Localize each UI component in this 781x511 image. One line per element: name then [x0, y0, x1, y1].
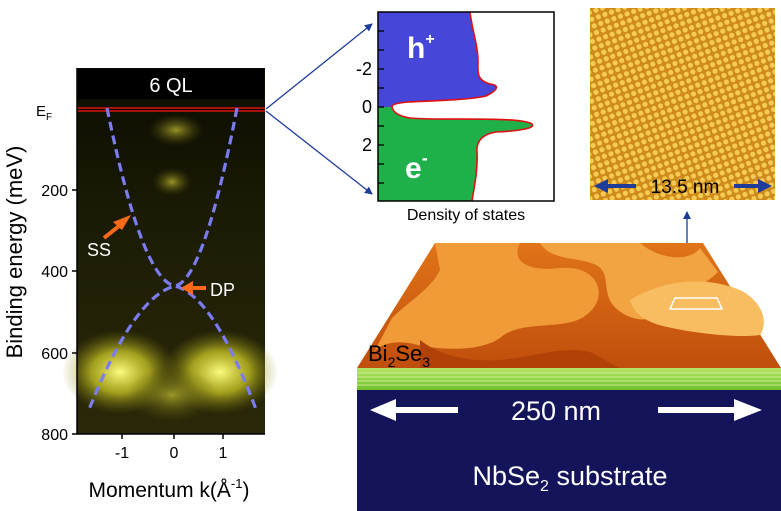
scale-arrowhead-right — [758, 179, 772, 193]
dos-panel: -2 0 2 h+ e- Density of states — [356, 11, 555, 224]
atomic-lattice — [590, 8, 775, 200]
stm-atomic-image: 13.5 nm — [590, 8, 775, 200]
terrace-upper-left — [374, 243, 599, 352]
y-tick-800: 800 — [41, 427, 68, 444]
arpes-intensity-spot-2 — [148, 114, 204, 146]
film-layer-lines — [357, 372, 781, 386]
pointer-line-top — [265, 23, 373, 110]
dp-label: DP — [210, 280, 235, 300]
dos-y-tick-neg2: -2 — [356, 59, 372, 79]
holes-label: h+ — [407, 31, 435, 65]
arpes-x-label: Momentum k(Å-1) — [89, 476, 250, 502]
width-label: 250 nm — [511, 396, 601, 426]
film-layers — [357, 368, 781, 390]
pointer-line-bottom — [265, 110, 373, 195]
ss-label: SS — [87, 240, 111, 260]
electrons-label: e- — [405, 148, 428, 185]
film-label: Bi2Se3 — [368, 341, 430, 370]
arpes-panel: 6 QL SS DP 200 400 6 — [2, 68, 278, 502]
width-arrowhead-left — [370, 399, 396, 421]
scale-arrowhead-left — [594, 179, 608, 193]
topography-panel: Bi2Se3 250 nm NbSe2 substrate — [357, 243, 781, 511]
y-tick-600: 600 — [41, 346, 68, 363]
fermi-level-label: EF — [36, 103, 52, 123]
arpes-intensity-center — [127, 367, 217, 423]
y-tick-400: 400 — [41, 264, 68, 281]
arpes-title: 6 QL — [149, 75, 192, 97]
y-tick-200: 200 — [41, 183, 68, 200]
x-tick-neg1: -1 — [115, 445, 129, 462]
x-tick-1: 1 — [219, 445, 228, 462]
dp-arrow-head — [181, 281, 193, 295]
dos-y-tick-0: 0 — [362, 97, 372, 117]
x-tick-0: 0 — [170, 445, 179, 462]
arpes-y-label: Binding energy (meV) — [2, 146, 27, 359]
substrate-label: NbSe2 substrate — [472, 461, 667, 495]
arpes-intensity-spot-1 — [152, 168, 192, 196]
surface-band-right — [86, 107, 239, 413]
electrons-region — [378, 107, 533, 201]
terrace-upper-right — [540, 243, 718, 320]
arpes-x-ticks — [121, 434, 224, 439]
stm-scale-label: 13.5 nm — [651, 177, 720, 198]
arpes-y-ticks — [72, 189, 77, 435]
dos-y-ticks — [378, 30, 384, 184]
zoom-region-marker — [668, 297, 724, 310]
dos-y-tick-2: 2 — [362, 135, 372, 155]
title-bar — [78, 69, 264, 99]
dos-x-label: Density of states — [407, 207, 525, 224]
holes-region — [378, 12, 497, 107]
surface-band-left — [105, 107, 259, 413]
terrace-lower — [420, 340, 620, 368]
width-arrowhead-right — [734, 399, 762, 421]
ss-arrow-head — [113, 215, 131, 230]
dos-curve — [391, 11, 534, 202]
